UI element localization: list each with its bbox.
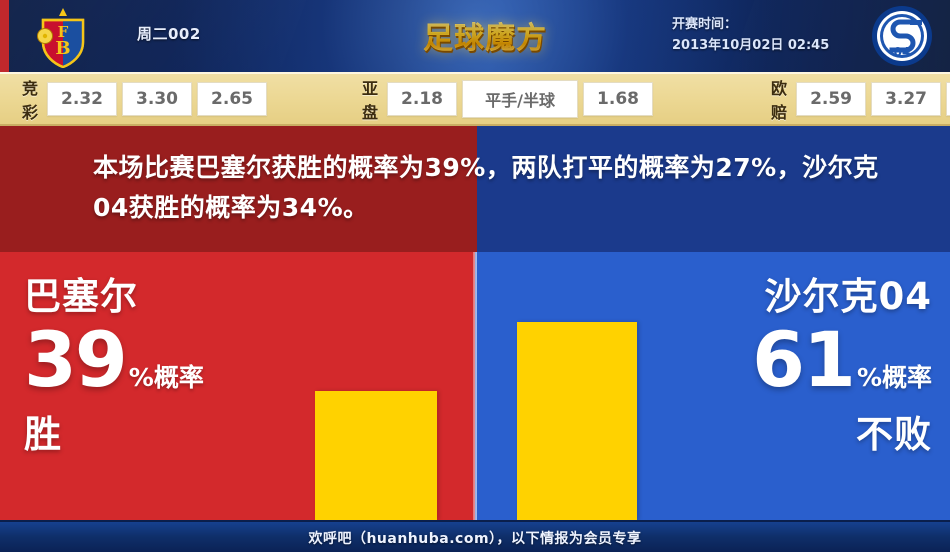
away-stats: 沙尔克04 61 %概率 不败 [632,252,932,520]
odds-group-jingcai: 竞彩 2.32 3.30 2.65 [22,75,268,123]
probability-comparison: 巴塞尔 39 %概率 胜 沙尔克04 61 %概率 不败 [0,252,950,520]
match-number: 周二002 [137,25,201,43]
panel-divider [473,252,477,520]
odds-cell-european-away[interactable]: 2.65 [946,82,950,116]
away-percent-row: 61 %概率 [632,322,932,398]
home-team-name: 巴塞尔 [24,275,138,318]
away-probability-bar [517,322,637,520]
probability-summary-text: 本场比赛巴塞尔获胜的概率为39%，两队打平的概率为27%，沙尔克04获胜的概率为… [93,153,879,222]
svg-text:B: B [55,38,70,59]
odds-cell-jingcai-draw[interactable]: 3.30 [122,82,193,116]
odds-label-european: 欧赔 [771,79,789,122]
odds-cell-asian-handicap[interactable]: 平手/半球 [462,80,579,118]
header-red-accent [0,0,9,72]
away-percent-value: 61 [752,315,856,404]
away-team-name: 沙尔克04 [764,275,932,318]
kickoff-time: 开赛时间： 2013年10月02日 02:45 [672,14,829,56]
schalke04-crest-icon: 04 [870,4,934,68]
away-outcome-label: 不败 [856,413,932,456]
banner-right-panel [477,126,950,252]
basel-crest-icon: F B [33,4,93,69]
kickoff-value: 2013年10月02日 02:45 [672,38,830,53]
odds-label-jingcai: 竞彩 [22,79,40,122]
svg-text:04: 04 [894,45,911,59]
odds-bar: 竞彩 2.32 3.30 2.65 亚盘 2.18 平手/半球 1.68 欧赔 … [0,72,950,126]
footer-text: 欢呼吧（huanhuba.com），以下情报为会员专享 [308,531,642,547]
odds-label-asian: 亚盘 [362,79,380,122]
brand-logo-text: 足球魔方 [423,13,547,57]
home-outcome-label: 胜 [24,413,62,456]
site-footer: 欢呼吧（huanhuba.com），以下情报为会员专享 [0,520,950,552]
probability-banner: 本场比赛巴塞尔获胜的概率为39%，两队打平的概率为27%，沙尔克04获胜的概率为… [0,126,950,252]
away-percent-label: %概率 [856,363,932,392]
odds-group-asian: 亚盘 2.18 平手/半球 1.68 [362,75,654,123]
home-percent-row: 39 %概率 [24,322,324,398]
odds-group-european: 欧赔 2.59 3.27 2.65 [771,75,950,123]
home-percent-label: %概率 [128,363,204,392]
odds-cell-european-draw[interactable]: 3.27 [871,82,942,116]
banner-left-panel [0,126,477,252]
home-stats: 巴塞尔 39 %概率 胜 [24,252,324,520]
svg-text:F: F [58,23,69,41]
home-probability-bar [315,391,437,520]
odds-cell-jingcai-home[interactable]: 2.32 [47,82,118,116]
odds-cell-jingcai-away[interactable]: 2.65 [197,82,268,116]
odds-cell-european-home[interactable]: 2.59 [796,82,867,116]
match-header: F B 周二002 足球魔方 开赛时间： 2013年10月02日 02:45 0… [0,0,950,72]
odds-cell-asian-home[interactable]: 2.18 [387,82,458,116]
odds-cell-asian-away[interactable]: 1.68 [583,82,654,116]
home-percent-value: 39 [24,315,128,404]
kickoff-label: 开赛时间： [672,17,738,32]
brand-logo: 足球魔方 [410,12,560,58]
